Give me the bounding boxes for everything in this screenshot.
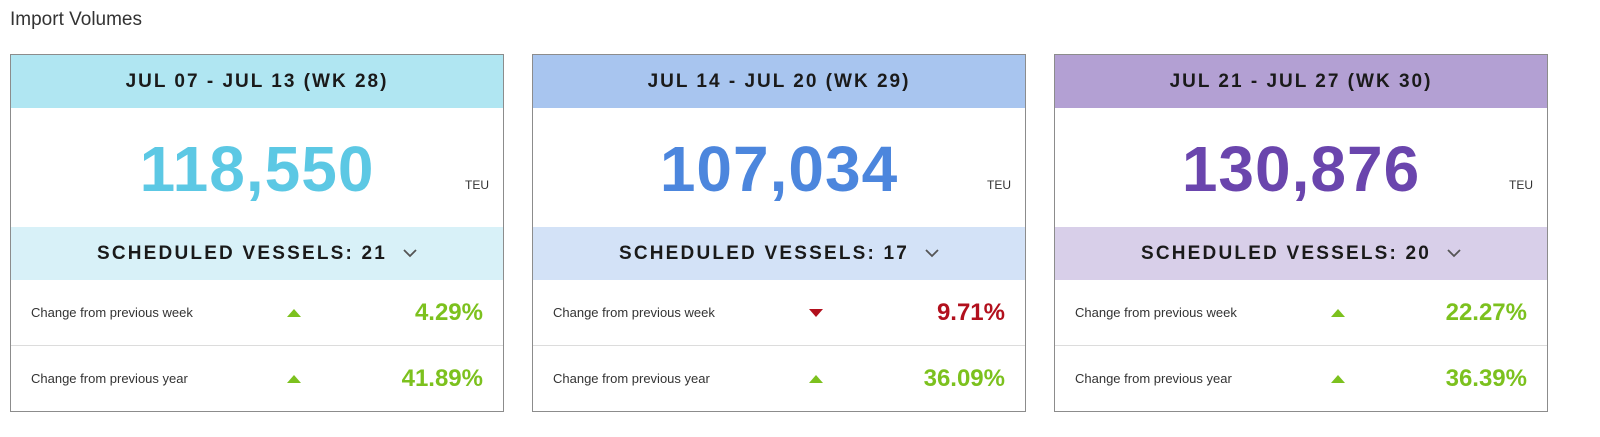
stat-value: 4.29% — [414, 298, 483, 326]
chevron-down-icon[interactable] — [925, 249, 939, 258]
stat-value: 9.71% — [936, 298, 1005, 326]
page-title: Import Volumes — [10, 9, 142, 30]
stat-label: Change from previous year — [31, 371, 188, 387]
volume-unit: TEU — [1509, 178, 1533, 193]
stat-label: Change from previous week — [31, 305, 193, 321]
chevron-down-icon[interactable] — [403, 249, 417, 258]
trend-arrow-icon — [1331, 309, 1345, 318]
volume-number: 118,550 — [139, 132, 375, 205]
stat-label: Change from previous week — [1075, 305, 1237, 321]
scheduled-vessels-toggle[interactable]: SCHEDULED VESSELS: 20 — [1055, 227, 1547, 281]
trend-arrow-icon — [287, 375, 301, 384]
stat-row-year: Change from previous year 36.39% — [1055, 345, 1547, 411]
stat-row-week: Change from previous week 22.27% — [1055, 280, 1547, 345]
stat-label: Change from previous week — [553, 305, 715, 321]
volume-area: 130,876 TEU — [1055, 108, 1547, 227]
volume-area: 118,550 TEU — [11, 108, 503, 227]
chevron-down-icon[interactable] — [1447, 249, 1461, 258]
volume-unit: TEU — [987, 178, 1011, 193]
card-header: JUL 14 - JUL 20 (WK 29) — [533, 55, 1025, 109]
scheduled-vessels-label: SCHEDULED VESSELS: 21 — [96, 242, 388, 264]
week-card: JUL 21 - JUL 27 (WK 30) 130,876 TEU SCHE… — [1054, 54, 1548, 412]
volume-area: 107,034 TEU — [533, 108, 1025, 227]
stat-value: 41.89% — [401, 364, 483, 392]
volume-number: 130,876 — [1181, 132, 1421, 205]
stat-row-week: Change from previous week 9.71% — [533, 280, 1025, 345]
trend-arrow-icon — [809, 375, 823, 384]
card-header: JUL 07 - JUL 13 (WK 28) — [11, 55, 503, 109]
volume-number: 107,034 — [659, 132, 899, 205]
scheduled-vessels-label: SCHEDULED VESSELS: 20 — [1140, 242, 1432, 264]
stat-value: 36.09% — [923, 364, 1005, 392]
cards-container: JUL 07 - JUL 13 (WK 28) 118,550 TEU SCHE… — [10, 54, 1548, 412]
scheduled-vessels-toggle[interactable]: SCHEDULED VESSELS: 21 — [11, 227, 503, 281]
week-card: JUL 14 - JUL 20 (WK 29) 107,034 TEU SCHE… — [532, 54, 1026, 412]
scheduled-vessels-label: SCHEDULED VESSELS: 17 — [618, 242, 910, 264]
trend-arrow-icon — [287, 309, 301, 318]
card-header: JUL 21 - JUL 27 (WK 30) — [1055, 55, 1547, 109]
stat-label: Change from previous year — [1075, 371, 1232, 387]
scheduled-vessels-toggle[interactable]: SCHEDULED VESSELS: 17 — [533, 227, 1025, 281]
week-card: JUL 07 - JUL 13 (WK 28) 118,550 TEU SCHE… — [10, 54, 504, 412]
stat-label: Change from previous year — [553, 371, 710, 387]
volume-unit: TEU — [465, 178, 489, 193]
stat-row-year: Change from previous year 41.89% — [11, 345, 503, 411]
stat-value: 22.27% — [1445, 298, 1527, 326]
stat-row-year: Change from previous year 36.09% — [533, 345, 1025, 411]
trend-arrow-icon — [1331, 375, 1345, 384]
trend-arrow-icon — [809, 309, 823, 318]
stat-row-week: Change from previous week 4.29% — [11, 280, 503, 345]
stat-value: 36.39% — [1445, 364, 1527, 392]
